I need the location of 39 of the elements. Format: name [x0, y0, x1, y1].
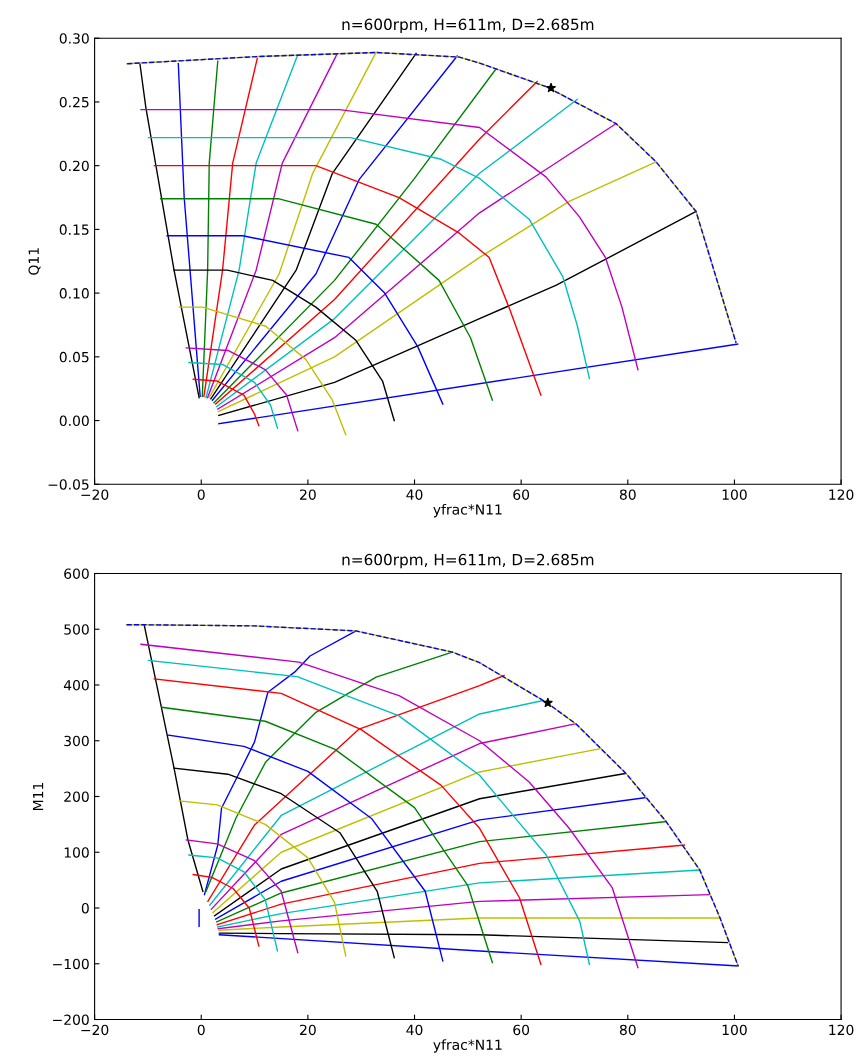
y-tick-label: 600 [64, 568, 89, 579]
y-tick-label: 0 [81, 902, 89, 914]
y-axis-title: M11 [33, 782, 44, 810]
y-tick-label: 200 [64, 791, 89, 802]
x-tick-label: 80 [619, 489, 636, 500]
y-tick-label: 0.00 [59, 415, 89, 427]
x-axis-title: yfrac*N11 [433, 503, 502, 518]
x-tick-label: 80 [619, 1024, 636, 1036]
x-tick-label: 0 [197, 489, 205, 500]
y-tick-label: 100 [64, 847, 89, 858]
y-tick-label: 0.30 [59, 33, 89, 44]
x-tick-label: −20 [81, 1024, 109, 1036]
y-tick-label: 0.20 [59, 160, 89, 172]
x-tick-label: 20 [300, 1024, 316, 1036]
x-tick-label: 120 [829, 1024, 854, 1036]
y-tick-label: 0.05 [59, 351, 89, 363]
y-tick-label: −100 [53, 958, 89, 970]
x-tick-label: 60 [513, 1024, 530, 1036]
x-tick-label: −20 [81, 489, 109, 500]
y-tick-label: −0.05 [48, 479, 89, 490]
y-tick-label: 0.15 [59, 224, 89, 235]
x-tick-label: 40 [406, 1024, 423, 1036]
y-tick-label: 500 [64, 624, 89, 635]
x-tick-label: 100 [722, 489, 747, 500]
y-tick-label: 400 [63, 679, 89, 691]
y-axis-title: Q11 [28, 248, 41, 275]
x-tick-label: 60 [513, 489, 530, 500]
x-axis-title: yfrac*N11 [433, 1039, 502, 1053]
x-tick-label: 0 [197, 1024, 205, 1036]
chart-title: n=600rpm, H=611m, D=2.685m [342, 18, 594, 34]
y-tick-label: −200 [53, 1014, 89, 1025]
y-tick-label: 0.25 [59, 96, 89, 108]
x-tick-label: 100 [722, 1024, 747, 1036]
x-tick-label: 20 [300, 489, 316, 500]
x-tick-label: 40 [406, 489, 423, 500]
y-tick-label: 300 [64, 735, 89, 747]
x-tick-label: 120 [829, 489, 854, 500]
y-tick-label: 0.10 [59, 288, 89, 299]
chart-title: n=600rpm, H=611m, D=2.685m [342, 553, 594, 569]
